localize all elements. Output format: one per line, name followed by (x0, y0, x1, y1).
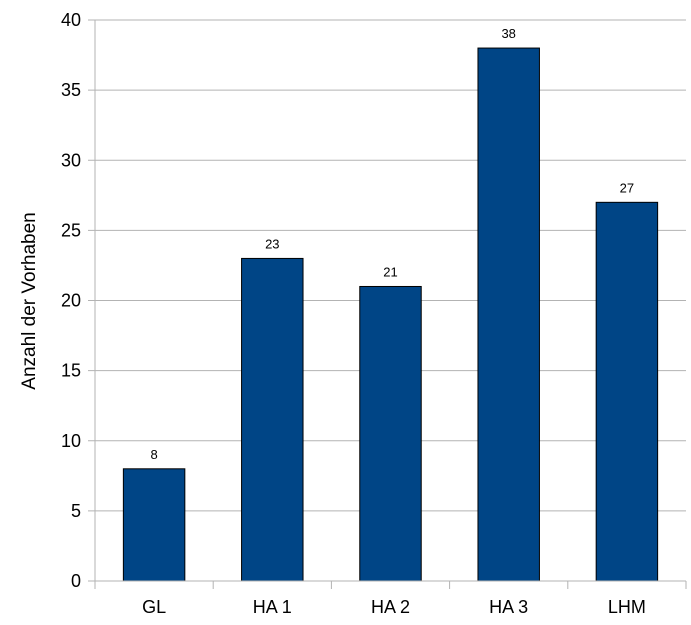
bars (122, 47, 659, 582)
x-tick-label: HA 3 (489, 597, 528, 617)
x-tick-label: HA 1 (253, 597, 292, 617)
y-tick-label: 40 (61, 10, 81, 30)
x-tick-label: HA 2 (371, 597, 410, 617)
y-tick-label: 25 (61, 220, 81, 240)
axes (88, 19, 687, 589)
y-tick-label: 30 (61, 150, 81, 170)
y-tick-label: 20 (61, 291, 81, 311)
bar (122, 468, 186, 582)
y-axis-title: Anzahl der Vorhaben (19, 212, 40, 389)
y-tick-label: 10 (61, 431, 81, 451)
data-label: 38 (501, 26, 515, 41)
data-label: 21 (383, 264, 397, 279)
x-tick-label: LHM (608, 597, 646, 617)
bar (595, 201, 659, 582)
data-label: 8 (150, 447, 157, 462)
data-label: 23 (265, 236, 279, 251)
x-tick-label: GL (142, 597, 166, 617)
labels: 0 5 10 15 20 25 30 35 40 8 GL 23 HA 1 21 HA 2 38 HA 3 27 L… (61, 10, 646, 617)
y-tick-label: 15 (61, 361, 81, 381)
bar (477, 47, 540, 582)
bar (359, 285, 422, 582)
y-tick-label: 35 (61, 80, 81, 100)
data-label: 27 (620, 180, 634, 195)
y-tick-label: 5 (71, 501, 81, 521)
y-tick-label: 0 (71, 571, 81, 591)
bar (241, 257, 304, 582)
